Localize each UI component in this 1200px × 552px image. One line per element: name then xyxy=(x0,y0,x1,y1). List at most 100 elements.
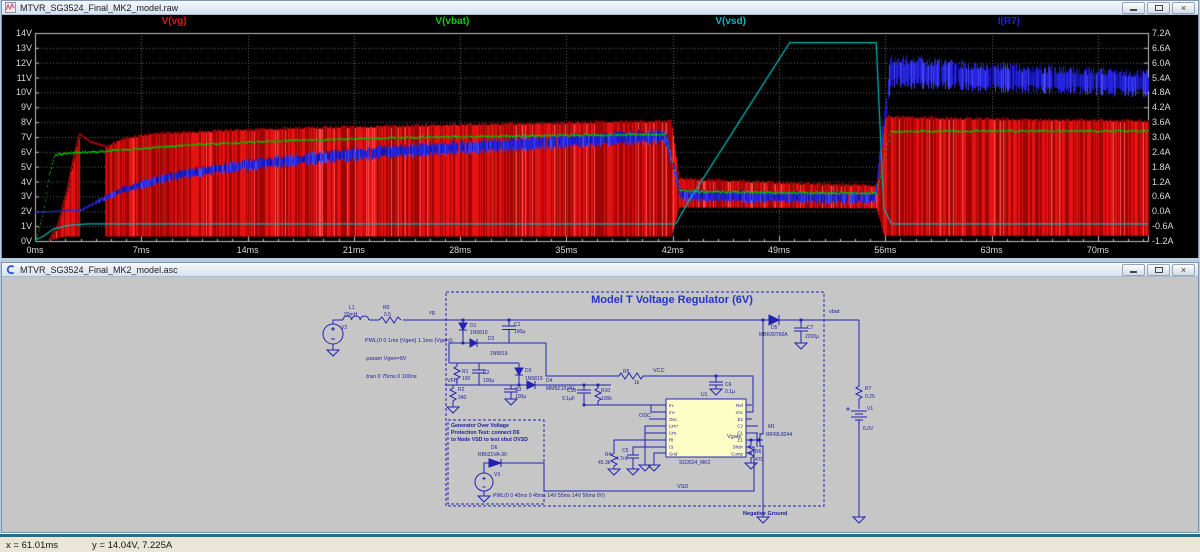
battery-V1[interactable] xyxy=(846,407,867,524)
y-right-label: 1.2A xyxy=(1152,176,1171,187)
wire-vsd[interactable] xyxy=(544,446,755,492)
schematic-label: 100µ xyxy=(483,378,494,384)
schematic-label: C1 xyxy=(737,431,743,436)
schematic-label: .param Vgen=9V xyxy=(365,356,407,362)
capacitor-C3[interactable] xyxy=(503,385,519,406)
diode-D2[interactable] xyxy=(469,338,479,348)
resistor-R4[interactable] xyxy=(606,439,659,476)
schematic-canvas[interactable]: V2 PWL(0 0 1ms {Vgen} 1.1ms {Vgen}) .param… xyxy=(2,277,1198,532)
regulator-dashed-box xyxy=(445,291,825,507)
waveform-restore-button[interactable] xyxy=(1147,2,1170,14)
schematic-label: 100µ xyxy=(514,329,525,335)
y-left-label: 13V xyxy=(15,42,32,53)
schematic-labels: V2 PWL(0 0 1ms {Vgen} 1.1ms {Vgen}) .param… xyxy=(341,305,875,517)
y-right-label: -0.6A xyxy=(1152,221,1174,232)
schematic-minimize-button[interactable] xyxy=(1122,264,1145,276)
x-tick-label: 42ms xyxy=(661,245,684,255)
waveform-plot-area[interactable] xyxy=(2,15,1198,258)
waveform-close-button[interactable]: × xyxy=(1172,2,1195,14)
waveform-file-icon[interactable] xyxy=(5,2,16,13)
wire-ic-gnd[interactable] xyxy=(646,452,662,472)
schematic-label: U1 xyxy=(701,392,708,398)
schematic-label: 1N5819 xyxy=(525,376,543,382)
schematic-label: VFB xyxy=(447,378,458,384)
waveform-minimize-button[interactable] xyxy=(1122,2,1145,14)
capacitor-C2[interactable] xyxy=(472,363,486,385)
schematic-label: 240 xyxy=(458,395,467,401)
schematic-label: 0.1µF xyxy=(562,396,575,402)
resistor-R0[interactable] xyxy=(378,316,402,324)
schematic-label: R6 xyxy=(755,449,762,455)
legend-vvsd[interactable]: V(vsd) xyxy=(715,16,746,27)
schematic-label: D3 xyxy=(525,368,532,374)
ltspice-logo-icon[interactable] xyxy=(5,264,16,275)
source-V2[interactable] xyxy=(322,323,344,357)
wire-top-rail[interactable] xyxy=(332,319,859,324)
capacitor-C5[interactable] xyxy=(625,446,659,476)
schematic-window: MTVR_SG3524_Final_MK2_model.asc × Model … xyxy=(1,262,1199,533)
schematic-label: D6 xyxy=(491,445,498,451)
schematic-label: 6.0V xyxy=(863,426,874,432)
schematic-label: VSD xyxy=(677,484,688,490)
schematic-label: PWL(0 0 1ms {Vgen} 1.1ms {Vgen}) xyxy=(365,338,453,344)
schematic-label: In- xyxy=(669,403,675,408)
y-left-label: 4V xyxy=(20,176,32,187)
schematic-restore-button[interactable] xyxy=(1147,264,1170,276)
schematic-heading: Model T Voltage Regulator (6V) xyxy=(591,294,753,306)
schematic-label: Vcc xyxy=(736,410,744,415)
schematic-label: V1 xyxy=(867,406,873,412)
capacitor-C7[interactable] xyxy=(793,320,809,350)
source-V3[interactable] xyxy=(474,472,494,503)
x-tick-label: 7ms xyxy=(132,245,150,255)
capacitor-C1[interactable] xyxy=(502,320,516,343)
y-left-label: 3V xyxy=(20,191,32,202)
x-tick-label: 21ms xyxy=(342,245,365,255)
diode-D3[interactable] xyxy=(514,363,524,385)
schematic-label: 4.7nF xyxy=(616,456,629,462)
schematic-window-title: MTVR_SG3524_Final_MK2_model.asc xyxy=(20,264,178,275)
wire-in-minus-bus[interactable] xyxy=(584,404,659,413)
schematic-label: C6 xyxy=(725,382,732,388)
schematic-label: OSC xyxy=(639,413,651,419)
schematic-label: Gnd xyxy=(669,451,678,456)
resistor-R5[interactable] xyxy=(618,372,646,380)
legend-vvbat[interactable]: V(vbat) xyxy=(435,16,470,27)
capacitor-C10[interactable] xyxy=(577,385,591,405)
wire-lim-gnd[interactable] xyxy=(637,425,659,472)
schematic-label: Osc xyxy=(669,417,678,422)
resistor-R1[interactable] xyxy=(452,363,462,385)
diode-D1[interactable] xyxy=(458,320,468,343)
schematic-label: Protection Test: connect D6 xyxy=(451,430,520,436)
waveform-window-title: MTVR_SG3524_Final_MK2_model.raw xyxy=(20,2,179,13)
ovp-test-dashed-box xyxy=(447,419,545,505)
ic-U1-body[interactable] xyxy=(665,398,747,458)
resistor-R10[interactable] xyxy=(593,385,603,405)
y-right-label: 2.4A xyxy=(1152,146,1171,157)
diode-D6[interactable] xyxy=(483,458,545,491)
waveform-titlebar[interactable]: MTVR_SG3524_Final_MK2_model.raw xyxy=(2,1,1198,15)
schematic-titlebar[interactable]: MTVR_SG3524_Final_MK2_model.asc xyxy=(2,263,1198,277)
diode-D4[interactable] xyxy=(526,380,537,390)
capacitor-C6[interactable] xyxy=(708,376,724,396)
schematic-label: L1 xyxy=(349,305,355,311)
schematic-label: PWL(0 0 40ms 0 45ms 14V 55ms 14V 56ms 0V… xyxy=(493,493,605,499)
resistor-R2[interactable] xyxy=(445,385,461,414)
x-tick-label: 14ms xyxy=(236,245,259,255)
diode-D5[interactable] xyxy=(768,314,781,326)
legend-vvg[interactable]: V(vg) xyxy=(161,16,187,27)
schematic-label: MBR30T60A xyxy=(759,332,788,338)
mosfet-M1[interactable] xyxy=(755,320,771,524)
schematic-label: IRFML8244 xyxy=(766,432,792,438)
ic-pin-stubs-left xyxy=(659,404,666,454)
schematic-label: R0 xyxy=(383,305,390,311)
wire-drop-448[interactable] xyxy=(448,343,519,364)
schematic-label: 0.5 xyxy=(384,312,391,318)
schematic-close-button[interactable]: × xyxy=(1172,264,1195,276)
resistor-R7[interactable] xyxy=(854,320,864,409)
schematic-label: R4 xyxy=(605,452,612,458)
inductor-L1[interactable] xyxy=(342,315,370,321)
y-right-label: 4.8A xyxy=(1152,87,1171,98)
y-right-label: -1.2A xyxy=(1152,236,1174,246)
legend-ir7[interactable]: I(R7) xyxy=(997,16,1020,27)
schematic-label: 0.1µ xyxy=(725,389,735,395)
